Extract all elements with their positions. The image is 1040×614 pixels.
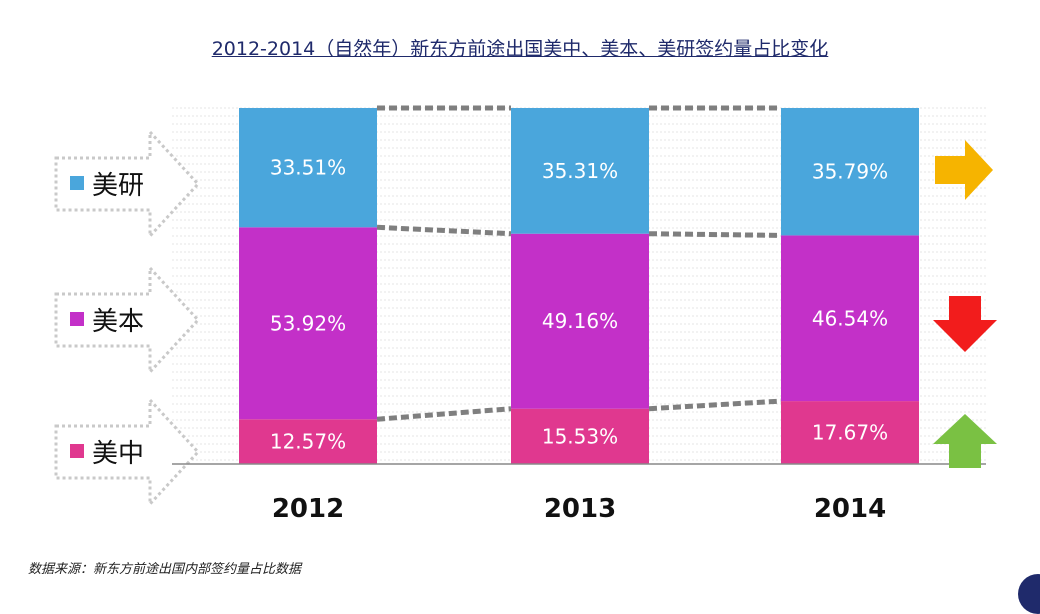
bar-segment	[781, 108, 919, 236]
legend-arrow-shape	[54, 396, 201, 508]
stacked-bar-chart: 美中 美本 美研 12.57% 53.92% 33.51% 15.53% 49.16% 35.…	[54, 105, 997, 524]
bar-segment	[511, 108, 649, 234]
legend-label: 美中	[92, 439, 144, 469]
bar-segment	[239, 108, 377, 228]
connector-line	[376, 224, 512, 237]
trend-arrows	[933, 140, 997, 468]
connector-line	[648, 398, 782, 412]
bar-segment	[239, 419, 377, 464]
legend-arrow-shape	[54, 128, 201, 240]
data-source-note: 数据来源：新东方前途出国内部签约量占比数据	[28, 562, 302, 577]
data-label: 53.92%	[270, 311, 346, 335]
bar-segment	[511, 408, 649, 464]
data-label: 35.31%	[542, 159, 618, 183]
data-label: 35.79%	[812, 160, 888, 184]
trend-up-arrow-icon	[933, 414, 997, 468]
legend-label: 美本	[92, 307, 144, 337]
legend-swatch	[70, 176, 84, 190]
connector-lines	[376, 105, 782, 422]
bar-segment	[781, 235, 919, 402]
data-label: 33.51%	[270, 156, 346, 180]
x-tick-label: 2012	[272, 494, 344, 524]
legend-swatch	[70, 312, 84, 326]
legend-label: 美研	[92, 171, 144, 201]
x-tick-label: 2013	[544, 494, 616, 524]
trend-down-arrow-icon	[933, 296, 997, 352]
connector-line	[648, 231, 782, 238]
legend-arrow-shape	[54, 264, 201, 376]
data-label: 46.54%	[812, 306, 888, 330]
data-label: 49.16%	[542, 309, 618, 333]
bar-segment	[511, 233, 649, 409]
trend-right-arrow-icon	[935, 140, 993, 200]
legend-swatch	[70, 444, 84, 458]
category-labels: 2012 2013 2014	[272, 494, 886, 524]
data-label: 17.67%	[812, 421, 888, 445]
bars: 12.57% 53.92% 33.51% 15.53% 49.16% 35.31% 17.6…	[239, 108, 919, 464]
x-tick-label: 2014	[814, 494, 886, 524]
data-label: 12.57%	[270, 430, 346, 454]
bar-segment	[781, 401, 919, 464]
chart-title: 2012-2014（自然年）新东方前途出国美中、美本、美研签约量占比变化	[211, 38, 829, 60]
connector-line	[376, 406, 512, 422]
data-label: 15.53%	[542, 424, 618, 448]
bar-segment	[239, 227, 377, 420]
